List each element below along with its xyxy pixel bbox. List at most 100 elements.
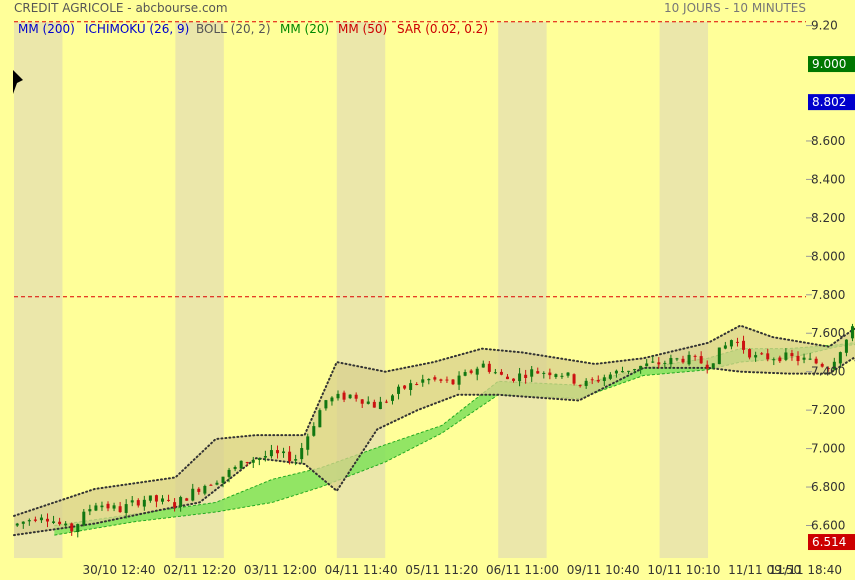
- candle-64: [403, 385, 407, 390]
- chart-period: 10 JOURS - 10 MINUTES: [664, 1, 806, 15]
- xtick-label-6: 09/11 10:40: [567, 563, 640, 577]
- candle-43: [275, 445, 279, 459]
- candle-79: [493, 368, 497, 375]
- candle-113: [699, 351, 703, 364]
- candle-56: [354, 392, 358, 402]
- candle-96: [596, 375, 600, 383]
- candle-47: [300, 442, 304, 464]
- candle-114: [705, 360, 709, 374]
- high-price-badge: 9.000: [808, 56, 855, 73]
- y-axis: 6.600 6.800 7.000 7.200 7.400 7.600 7.800 8.000…: [806, 19, 845, 533]
- legend-ichimoku[interactable]: ICHIMOKU (26, 9): [85, 22, 189, 36]
- day-shading: [14, 22, 709, 558]
- ytick-label-11: 9.20: [811, 19, 838, 33]
- candle-13: [94, 502, 98, 512]
- candle-83: [518, 367, 522, 387]
- ytick-label-5: 7.600: [811, 326, 845, 340]
- legend-sar[interactable]: SAR (0.02, 0.2): [397, 22, 488, 36]
- candle-6: [52, 515, 56, 525]
- shaded-day-0: [14, 22, 63, 558]
- candle-59: [372, 399, 376, 408]
- candle-109: [675, 357, 679, 362]
- candle-80: [499, 369, 503, 376]
- candle-41: [263, 450, 267, 462]
- candle-87: [542, 371, 546, 379]
- low-price-badge: 6.514: [808, 534, 855, 551]
- candle-130: [802, 353, 806, 364]
- candle-16: [112, 502, 116, 512]
- ytick-label-7: 8.000: [811, 249, 845, 263]
- candle-50: [318, 408, 322, 428]
- candle-36: [233, 465, 237, 472]
- candle-84: [524, 369, 528, 384]
- candle-37: [239, 460, 243, 470]
- high-price-badge-label: 9.000: [812, 57, 846, 71]
- candle-29: [191, 483, 195, 502]
- candle-135: [832, 357, 836, 371]
- price-badges: 9.000 8.802 6.514: [808, 56, 855, 551]
- candle-128: [790, 349, 794, 361]
- candle-136: [838, 351, 842, 367]
- bollinger-upper: [13, 324, 855, 517]
- xtick-label-0: 30/10 12:40: [83, 563, 156, 577]
- candle-106: [657, 357, 661, 369]
- candle-34: [221, 476, 225, 488]
- candle-118: [729, 339, 733, 350]
- shaded-day-8: [659, 22, 709, 558]
- candle-93: [578, 384, 582, 388]
- ytick-label-2: 7.000: [811, 442, 845, 456]
- candle-26: [173, 498, 177, 512]
- chart-title: CREDIT AGRICOLE - abcbourse.com: [14, 1, 228, 15]
- candle-14: [100, 501, 104, 511]
- candle-129: [796, 351, 800, 366]
- candle-71: [445, 376, 449, 383]
- candle-76: [475, 366, 479, 381]
- candle-98: [608, 372, 612, 381]
- candle-126: [778, 355, 782, 363]
- candle-111: [687, 351, 691, 366]
- candle-4: [39, 514, 43, 523]
- candle-115: [711, 363, 715, 369]
- candle-32: [209, 483, 213, 486]
- candle-40: [257, 457, 261, 466]
- candle-57: [360, 398, 364, 408]
- ytick-label-1: 6.800: [811, 480, 845, 494]
- candle-132: [814, 356, 818, 365]
- legend-bollinger[interactable]: BOLL (20, 2): [196, 22, 271, 36]
- candle-5: [45, 513, 49, 528]
- candle-52: [330, 396, 334, 406]
- candle-101: [627, 370, 631, 375]
- candle-105: [651, 356, 655, 364]
- candle-65: [409, 379, 413, 396]
- candle-66: [415, 382, 419, 386]
- legend-mm50[interactable]: MM (50): [338, 22, 387, 36]
- shaded-day-6: [498, 22, 547, 558]
- candle-63: [397, 384, 401, 400]
- candle-72: [451, 379, 455, 386]
- candle-22: [148, 495, 152, 503]
- candle-120: [742, 335, 746, 354]
- candlesticks: [15, 323, 854, 538]
- candle-61: [384, 399, 388, 404]
- candle-137: [844, 339, 848, 357]
- candle-69: [433, 375, 437, 382]
- x-axis: 30/10 12:40 02/11 12:20 03/11 12:00 04/11 1…: [83, 563, 842, 577]
- candle-97: [602, 374, 606, 386]
- candle-74: [463, 369, 467, 377]
- candle-102: [633, 368, 637, 373]
- candle-122: [754, 351, 758, 362]
- candle-33: [215, 480, 219, 486]
- candle-31: [203, 484, 207, 496]
- candle-117: [723, 341, 727, 350]
- candle-133: [820, 362, 824, 368]
- xtick-label-8: 11/11 09:50: [728, 563, 801, 577]
- candle-70: [439, 378, 443, 384]
- candle-107: [663, 360, 667, 368]
- legend-mm20[interactable]: MM (20): [280, 22, 329, 36]
- candle-116: [717, 347, 721, 365]
- legend-mm200[interactable]: MM (200): [18, 22, 75, 36]
- ytick-label-10: 8.600: [811, 134, 845, 148]
- cloud-fill: [54, 342, 855, 536]
- candle-11: [82, 508, 86, 527]
